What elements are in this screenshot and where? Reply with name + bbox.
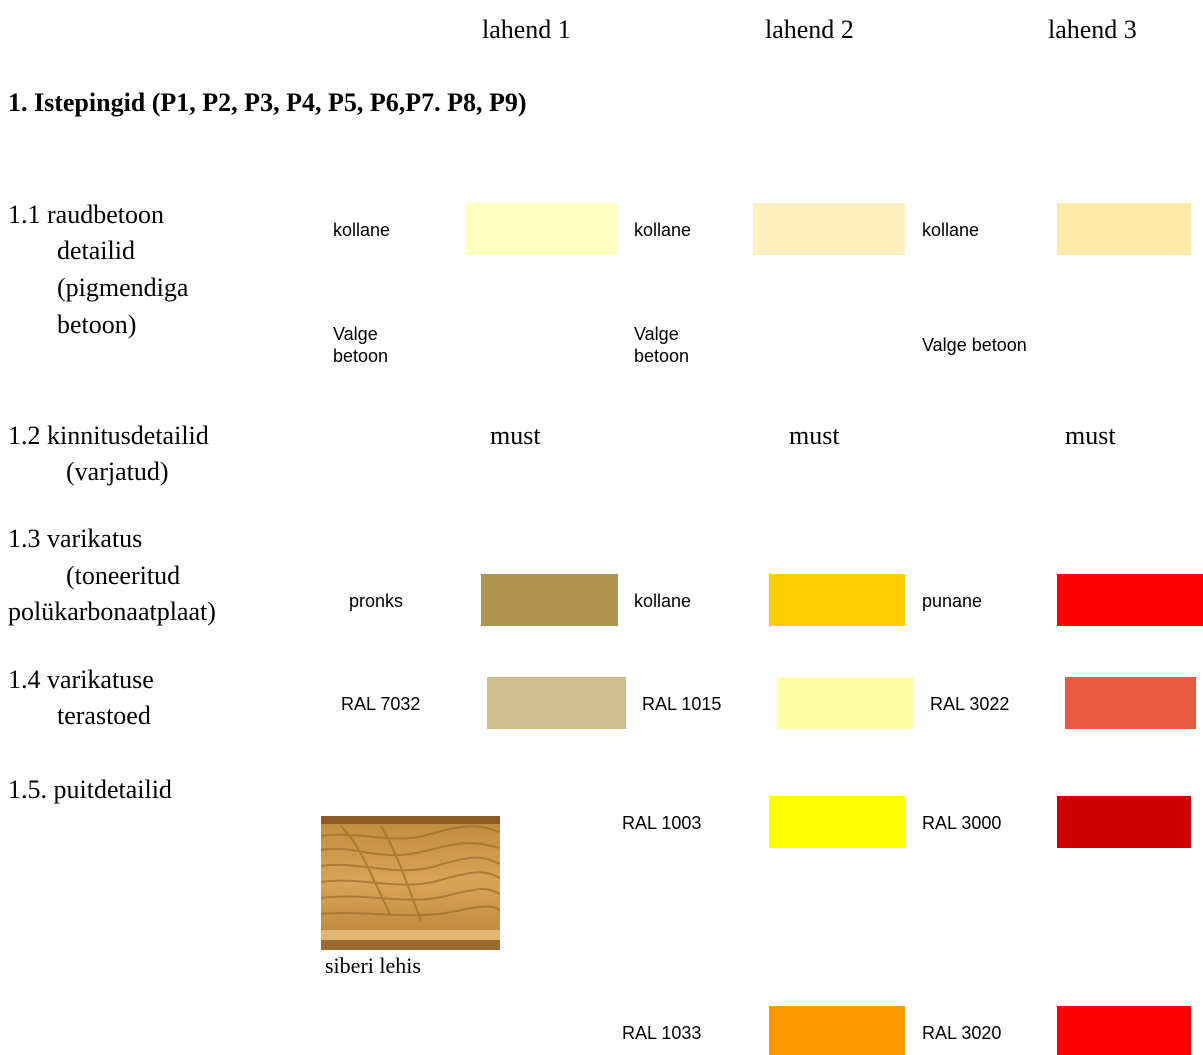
- r11-l1-alt-line1: Valge: [333, 324, 378, 344]
- row-label-1-2-line2: (varjatud): [66, 457, 169, 486]
- r13-l1-label: pronks: [349, 591, 404, 611]
- r15-a3-label: RAL 3000: [922, 813, 1002, 833]
- r15-b3-swatch: [1057, 1006, 1191, 1055]
- r11-l3-color-label: kollane: [922, 220, 980, 240]
- row-label-1-2-line1: 1.2 kinnitusdetailid: [8, 421, 209, 450]
- r15-b2-label: RAL 1033: [622, 1023, 702, 1043]
- row-label-1-1-line3: (pigmendiga: [57, 273, 189, 302]
- r13-l3-label: punane: [922, 591, 983, 611]
- column-header-lahend-2: lahend 2: [765, 15, 854, 44]
- row-label-1-4-line1: 1.4 varikatuse: [8, 665, 154, 694]
- column-header-lahend-3: lahend 3: [1048, 15, 1137, 44]
- r11-l1-alt-line2: betoon: [333, 346, 389, 366]
- row-label-1-1-line4: betoon): [57, 310, 137, 339]
- r11-l2-alt-line1: Valge: [634, 324, 679, 344]
- r14-l3-swatch: [1065, 677, 1196, 729]
- r12-l1-value: must: [490, 421, 541, 450]
- wood-sample-image: [321, 816, 500, 950]
- r13-l3-swatch: [1057, 574, 1203, 626]
- r13-l1-swatch: [481, 574, 618, 626]
- r15-a3-swatch: [1057, 796, 1191, 848]
- r14-l1-label: RAL 7032: [341, 694, 421, 714]
- r11-l2-alt-line2: betoon: [634, 346, 690, 366]
- r11-l3-alt: Valge betoon: [922, 335, 1027, 355]
- r14-l2-label: RAL 1015: [642, 694, 722, 714]
- row-label-1-1-line2: detailid: [57, 236, 135, 265]
- r11-l1-color-label: kollane: [333, 220, 391, 240]
- row-label-1-3-line2: (toneeritud: [66, 561, 181, 590]
- section-title: 1. Istepingid (P1, P2, P3, P4, P5, P6,P7…: [8, 88, 527, 117]
- r15-a2-swatch: [769, 796, 905, 848]
- r14-l1-swatch: [487, 677, 626, 729]
- r13-l2-swatch: [769, 574, 905, 626]
- r15-b3-label: RAL 3020: [922, 1023, 1002, 1043]
- r12-l3-value: must: [1065, 421, 1116, 450]
- r11-l2-swatch: [753, 203, 905, 255]
- row-label-1-5: 1.5. puitdetailid: [8, 775, 172, 804]
- r14-l2-swatch: [777, 677, 913, 729]
- r13-l2-label: kollane: [634, 591, 692, 611]
- r11-l3-swatch: [1057, 203, 1191, 255]
- r12-l2-value: must: [789, 421, 840, 450]
- r14-l3-label: RAL 3022: [930, 694, 1010, 714]
- wood-caption: siberi lehis: [325, 953, 421, 978]
- r15-b2-swatch: [769, 1006, 905, 1055]
- r11-l2-color-label: kollane: [634, 220, 692, 240]
- row-label-1-3-line1: 1.3 varikatus: [8, 524, 143, 553]
- column-header-lahend-1: lahend 1: [482, 15, 571, 44]
- row-label-1-1-line1: 1.1 raudbetoon: [8, 200, 164, 229]
- r15-a2-label: RAL 1003: [622, 813, 702, 833]
- row-label-1-4-line2: terastoed: [57, 701, 151, 730]
- r11-l1-swatch: [465, 203, 618, 255]
- row-label-1-3-line3: polükarbonaatplaat): [8, 597, 216, 626]
